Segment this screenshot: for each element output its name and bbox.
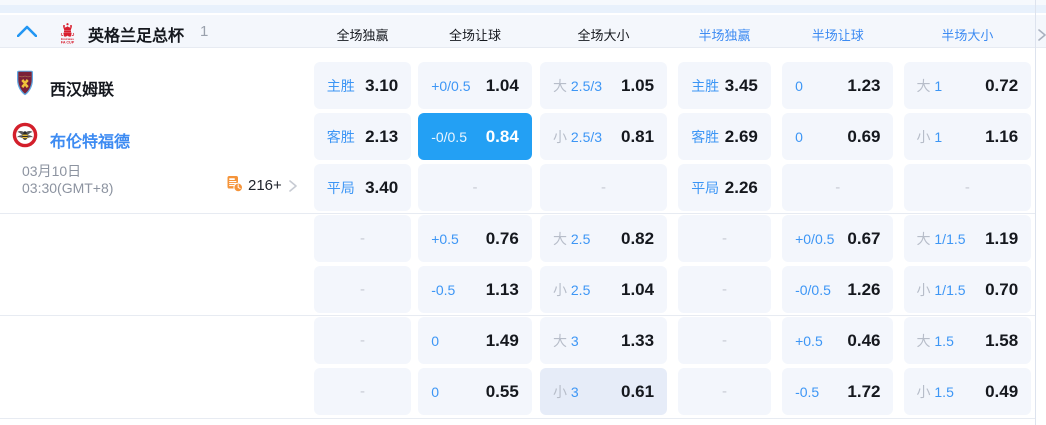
svg-text:FA CUP: FA CUP <box>61 41 75 44</box>
